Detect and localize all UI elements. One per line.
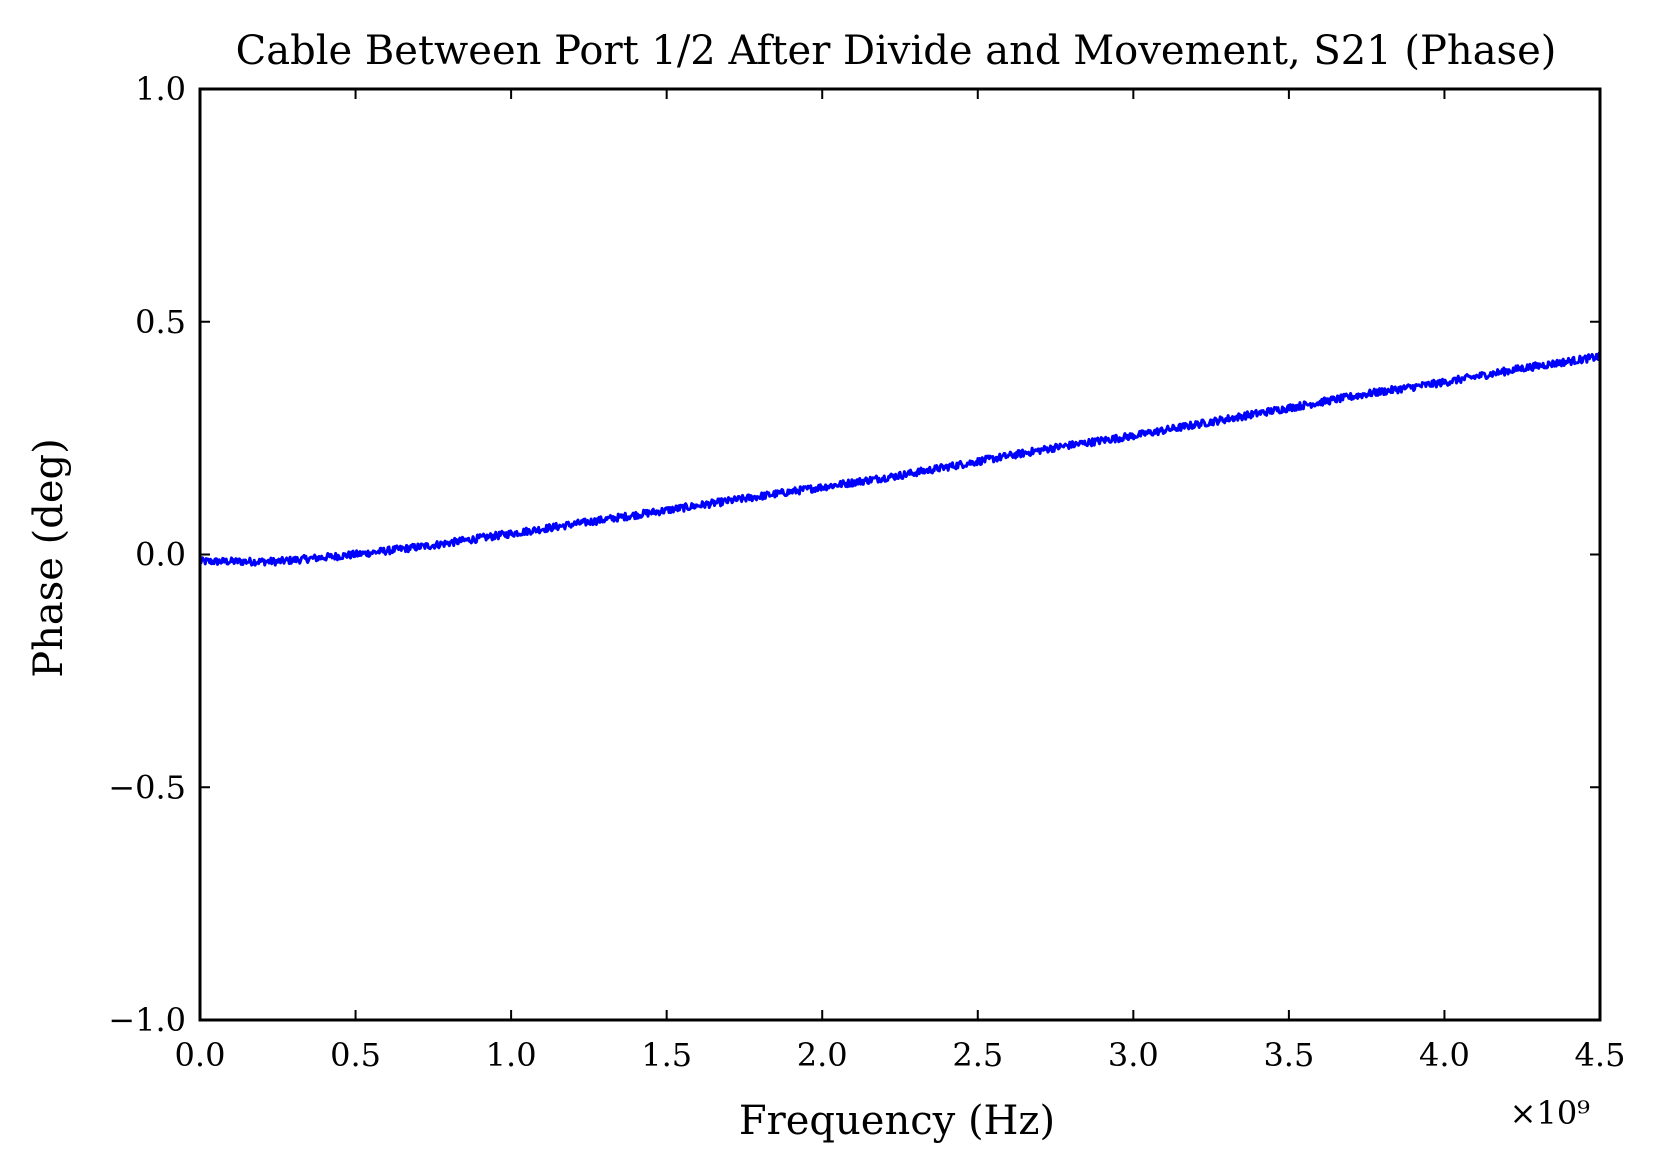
y-tick-label: 0.5 <box>135 303 186 341</box>
x-tick-label: 0.5 <box>330 1036 381 1074</box>
ticks-layer: 0.0 0.5 1.0 1.5 2.0 2.5 3.0 3.5 4.0 4.5 −1.0 −0.5 0.… <box>108 70 1625 1074</box>
y-tick-label: −1.0 <box>108 1001 186 1039</box>
y-tick-label: −0.5 <box>108 768 186 806</box>
x-tick-label: 2.0 <box>797 1036 848 1074</box>
y-tick-label: 1.0 <box>135 70 186 108</box>
x-axis-label: Frequency (Hz) <box>739 1098 1055 1144</box>
x-tick-label: 1.5 <box>641 1036 692 1074</box>
series-line <box>198 351 1602 567</box>
x-tick-label: 0.0 <box>175 1036 226 1074</box>
x-tick-label: 3.5 <box>1263 1036 1314 1074</box>
x-tick-label: 3.0 <box>1108 1036 1159 1074</box>
series-layer <box>198 351 1602 567</box>
chart-title: Cable Between Port 1/2 After Divide and … <box>236 28 1557 74</box>
y-axis-label: Phase (deg) <box>26 438 72 678</box>
x-tick-label: 4.5 <box>1575 1036 1626 1074</box>
x-tick-label: 1.0 <box>486 1036 537 1074</box>
x-offset-label: ×10⁹ <box>1510 1094 1591 1132</box>
x-tick-label: 4.0 <box>1419 1036 1470 1074</box>
x-tick-label: 2.5 <box>952 1036 1003 1074</box>
y-tick-label: 0.0 <box>135 536 186 574</box>
